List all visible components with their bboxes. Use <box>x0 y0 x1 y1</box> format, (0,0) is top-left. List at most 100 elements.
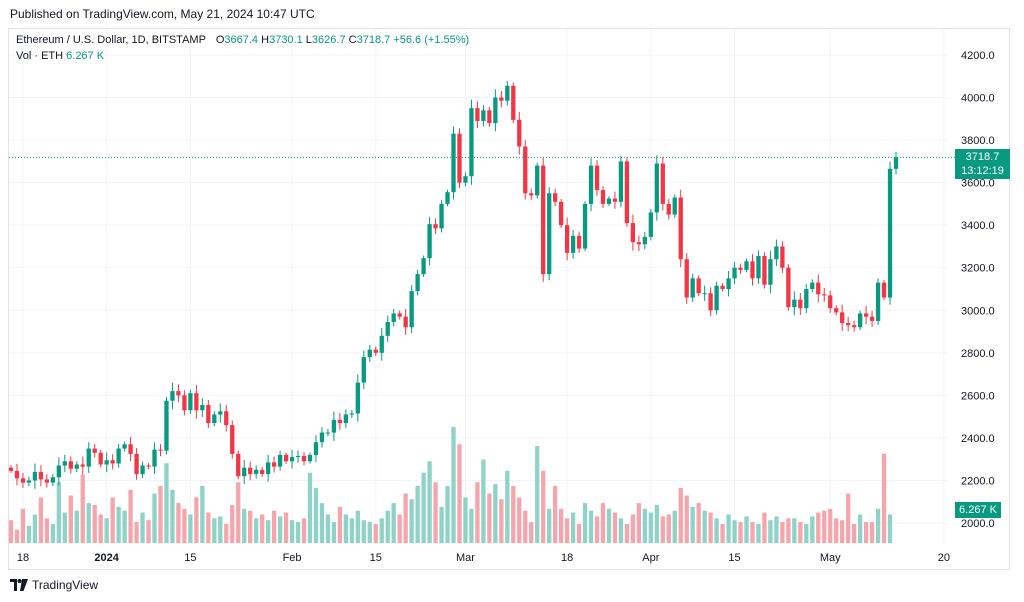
candle-body <box>702 293 707 295</box>
candle-body <box>744 261 749 270</box>
volume-bar <box>469 508 474 543</box>
volume-bar <box>720 524 725 543</box>
candle-body <box>517 119 522 147</box>
volume-bar <box>313 487 319 543</box>
volume-bar <box>265 520 271 543</box>
candle-body <box>630 223 636 243</box>
candle-body <box>182 395 187 411</box>
volume-bar <box>750 522 755 543</box>
volume-bar <box>517 497 522 543</box>
volume-bar <box>86 503 91 543</box>
volume-bar <box>122 510 127 543</box>
candle-body <box>869 316 875 321</box>
volume-bar <box>62 512 67 543</box>
candle-body <box>38 471 44 480</box>
volume-bar <box>170 489 175 543</box>
candle-body <box>313 442 319 455</box>
candle-body <box>337 419 343 424</box>
volume-bar <box>14 529 20 543</box>
candle-body <box>134 453 139 475</box>
candle-body <box>289 457 295 462</box>
volume-bar <box>74 510 79 543</box>
volume-bar <box>774 516 779 543</box>
volume-bar <box>804 524 809 543</box>
chart-frame <box>8 28 1010 570</box>
volume-bar <box>576 524 582 543</box>
volume-bar <box>337 506 343 543</box>
volume-bar <box>379 518 384 543</box>
symbol-title[interactable]: Ethereum / U.S. Dollar, 1D, BITSTAMP <box>16 34 206 46</box>
candle-body <box>828 295 833 309</box>
candle-body <box>379 335 384 353</box>
candle-body <box>397 313 402 317</box>
bar-countdown: 13:12:19 <box>961 165 1004 177</box>
volume-bar <box>248 510 253 543</box>
candle-body <box>230 425 235 454</box>
candle-body <box>481 110 486 121</box>
volume-bar <box>20 508 26 543</box>
candle-body <box>62 461 67 466</box>
candle-body <box>451 133 456 193</box>
candle-body <box>242 467 247 477</box>
volume-bar <box>182 508 187 543</box>
volume-bar <box>44 518 50 543</box>
candle-body <box>499 97 504 101</box>
volume-bar <box>505 470 510 543</box>
candle-body <box>373 349 378 353</box>
y-tick-label: 3200.0 <box>961 263 995 275</box>
candle-body <box>624 161 630 224</box>
volume-bar <box>708 512 713 543</box>
candle-body <box>391 313 396 322</box>
candle-body <box>188 393 193 411</box>
volume-bar <box>104 518 109 543</box>
candle-body <box>50 477 56 483</box>
volume-bar <box>325 514 331 543</box>
candle-body <box>349 413 354 415</box>
volume-bar <box>26 525 32 543</box>
candle-body <box>20 478 26 483</box>
candle-body <box>146 465 151 467</box>
candle-body <box>361 357 366 383</box>
candle-body <box>367 349 372 358</box>
candle-body <box>427 224 432 259</box>
candle-body <box>648 212 653 237</box>
volume-bar <box>475 482 480 543</box>
candle-body <box>654 163 659 213</box>
candle-body <box>463 176 468 183</box>
volume-bar <box>224 524 229 543</box>
candle-body <box>851 325 857 328</box>
volume-bar <box>289 520 295 543</box>
volume-label[interactable]: Vol · ETH <box>16 50 64 62</box>
x-tick-label: Apr <box>642 552 659 564</box>
candle-body <box>152 449 157 467</box>
tradingview-logo[interactable]: TradingView <box>10 578 98 592</box>
candle-body <box>457 133 462 183</box>
x-tick-label: 15 <box>728 552 740 564</box>
volume-bar <box>666 514 671 543</box>
candle-body <box>529 193 534 196</box>
volume-bar <box>541 470 546 543</box>
volume-bar <box>678 487 683 543</box>
candle-body <box>732 267 737 279</box>
y-tick-label: 4200.0 <box>961 50 995 62</box>
candle-body <box>319 432 325 443</box>
low-label: L <box>305 34 312 46</box>
candle-body <box>254 469 259 475</box>
x-tick-label: May <box>820 552 841 564</box>
candle-body <box>636 242 642 245</box>
volume-bar <box>331 522 337 543</box>
candle-body <box>547 193 552 275</box>
candle-body <box>780 246 785 268</box>
candle-body <box>116 448 121 464</box>
open-value: 3667.4 <box>224 34 259 46</box>
candle-body <box>433 224 438 229</box>
candle-body <box>762 256 767 285</box>
volume-bar <box>732 520 737 543</box>
volume-bar <box>840 520 845 543</box>
candle-body <box>690 278 695 298</box>
volume-bar <box>618 518 624 543</box>
volume-bar <box>786 518 791 543</box>
last-volume-tag: 6.267 K <box>955 502 1001 518</box>
candle-body <box>355 382 360 414</box>
